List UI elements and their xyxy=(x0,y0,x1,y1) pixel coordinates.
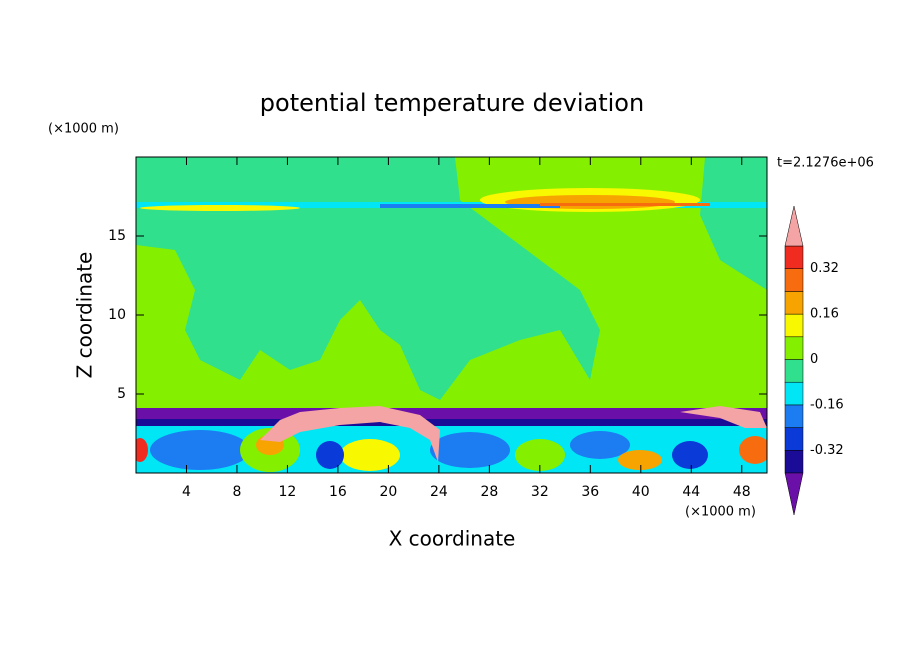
colorbar-extension xyxy=(784,472,804,516)
field-region xyxy=(136,157,767,410)
x-tick-label: 4 xyxy=(182,484,191,500)
colorbar-box xyxy=(784,450,804,474)
colorbar-tick-label: -0.16 xyxy=(810,397,844,412)
field-region xyxy=(316,441,344,469)
colorbar-box xyxy=(784,291,804,315)
colorbar-tick-label: 0 xyxy=(810,352,818,367)
colorbar-box xyxy=(784,404,804,428)
x-unit: (×1000 m) xyxy=(685,505,756,520)
x-axis-label: X coordinate xyxy=(389,527,516,551)
x-tick-label: 24 xyxy=(430,484,448,500)
field-region xyxy=(136,408,767,420)
y-axis-label: Z coordinate xyxy=(73,252,97,379)
x-tick-label: 20 xyxy=(379,484,397,500)
x-tick-label: 48 xyxy=(733,484,751,500)
field-region xyxy=(680,406,767,428)
field-region xyxy=(136,419,767,426)
x-tick-label: 28 xyxy=(480,484,498,500)
time-label: t=2.1276e+06 xyxy=(777,156,874,171)
field-region xyxy=(260,406,440,462)
colorbar-box xyxy=(784,427,804,451)
y-tick-label: 10 xyxy=(108,307,126,323)
field-region xyxy=(140,205,300,211)
x-tick-label: 8 xyxy=(232,484,241,500)
colorbar-tick-label: -0.32 xyxy=(810,443,844,458)
colorbar-box xyxy=(784,313,804,338)
field-region xyxy=(136,438,148,462)
colorbar-box xyxy=(784,359,804,383)
x-tick-label: 40 xyxy=(632,484,650,500)
x-tick-label: 44 xyxy=(682,484,700,500)
x-tick-label: 12 xyxy=(279,484,297,500)
colorbar-tick-label: 0.16 xyxy=(810,307,839,322)
field-region xyxy=(340,439,400,471)
y-tick-label: 15 xyxy=(108,228,126,244)
field-region xyxy=(515,439,565,471)
field-region xyxy=(430,432,510,468)
colorbar-tick-label: 0.32 xyxy=(810,261,839,276)
field-region xyxy=(380,204,560,208)
field-region xyxy=(150,430,250,470)
colorbar-box xyxy=(784,245,804,269)
colorbar-extension xyxy=(784,205,804,247)
colorbar-box xyxy=(784,268,804,292)
field-region xyxy=(540,203,710,206)
field-region xyxy=(672,441,708,469)
contour-field xyxy=(136,157,767,473)
x-tick-label: 32 xyxy=(531,484,549,500)
field-region xyxy=(570,431,630,459)
x-tick-label: 36 xyxy=(581,484,599,500)
colorbar-box xyxy=(784,336,804,360)
field-region xyxy=(739,436,767,464)
colorbar-box xyxy=(784,381,804,406)
y-tick-label: 5 xyxy=(117,386,126,402)
field-region xyxy=(618,450,662,470)
x-tick-label: 16 xyxy=(329,484,347,500)
y-unit: (×1000 m) xyxy=(48,122,119,137)
chart-title: potential temperature deviation xyxy=(260,89,644,117)
